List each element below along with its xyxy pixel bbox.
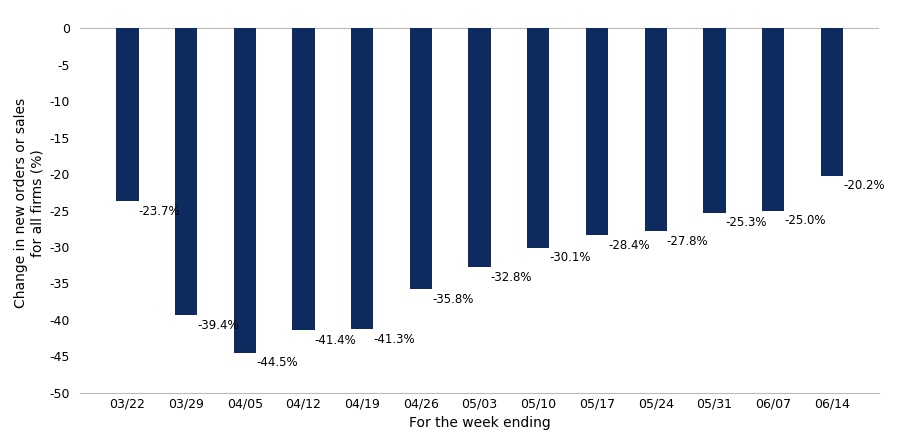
Text: -25.3%: -25.3% bbox=[724, 216, 766, 230]
Bar bbox=[292, 28, 314, 330]
Bar bbox=[234, 28, 255, 353]
Bar bbox=[703, 28, 724, 213]
Bar bbox=[820, 28, 842, 176]
Text: -39.4%: -39.4% bbox=[197, 319, 238, 332]
Bar bbox=[644, 28, 666, 231]
Text: -35.8%: -35.8% bbox=[431, 293, 473, 306]
X-axis label: For the week ending: For the week ending bbox=[409, 416, 550, 430]
Text: -41.4%: -41.4% bbox=[314, 334, 356, 347]
Text: -28.4%: -28.4% bbox=[607, 239, 649, 252]
Text: -44.5%: -44.5% bbox=[255, 356, 298, 369]
Bar bbox=[116, 28, 138, 201]
Text: -41.3%: -41.3% bbox=[373, 333, 415, 346]
Bar bbox=[468, 28, 490, 267]
Bar bbox=[585, 28, 607, 235]
Text: -27.8%: -27.8% bbox=[666, 234, 708, 248]
Bar bbox=[175, 28, 197, 316]
Bar bbox=[527, 28, 548, 248]
Text: -20.2%: -20.2% bbox=[842, 179, 884, 192]
Bar bbox=[410, 28, 431, 289]
Text: -25.0%: -25.0% bbox=[783, 214, 824, 227]
Text: -23.7%: -23.7% bbox=[138, 205, 179, 218]
Y-axis label: Change in new orders or sales
for all firms (%): Change in new orders or sales for all fi… bbox=[14, 98, 44, 308]
Text: -32.8%: -32.8% bbox=[490, 271, 531, 284]
Text: -30.1%: -30.1% bbox=[548, 251, 590, 264]
Bar bbox=[761, 28, 783, 210]
Bar bbox=[351, 28, 373, 329]
